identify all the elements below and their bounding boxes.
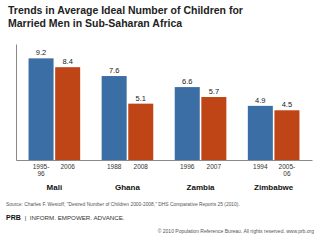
x-axis: Mali Ghana Zambia Zimbabwe bbox=[17, 160, 313, 192]
footer-left: PRB bbox=[6, 214, 21, 221]
plot: Mali Ghana Zambia Zimbabwe 9.2 1995-96 7.6 1988… bbox=[17, 45, 313, 192]
bar-label: 1994 bbox=[253, 163, 268, 170]
bar bbox=[29, 58, 54, 160]
bar-label: 2005-06 bbox=[279, 163, 296, 177]
bar-label: 1988 bbox=[107, 163, 122, 170]
data-label: 4.9 bbox=[255, 96, 265, 105]
bar bbox=[55, 67, 80, 160]
bar bbox=[175, 87, 200, 160]
title: Trends in Average Ideal Number of Childr… bbox=[8, 4, 243, 29]
data-label: 5.7 bbox=[209, 87, 219, 96]
bar bbox=[128, 104, 153, 160]
data-label: 6.6 bbox=[182, 77, 192, 86]
data-label: 4.5 bbox=[282, 100, 292, 109]
chart: Trends in Average Ideal Number of Childr… bbox=[0, 0, 320, 240]
bar-label: 1995-96 bbox=[33, 163, 50, 177]
data-label: 9.2 bbox=[36, 48, 46, 57]
bar-label: 1996 bbox=[180, 163, 195, 170]
x-tick-label: Zimbabwe bbox=[254, 183, 294, 192]
y-axis bbox=[16, 45, 17, 161]
footer-right: | INFORM. EMPOWER. ADVANCE. bbox=[25, 214, 125, 221]
bar-label: 2007 bbox=[207, 163, 222, 170]
y-axis-line bbox=[16, 45, 17, 161]
bars bbox=[29, 58, 300, 160]
data-label: 7.6 bbox=[109, 66, 119, 75]
bar bbox=[201, 97, 226, 160]
x-tick-label: Ghana bbox=[115, 183, 140, 192]
bar bbox=[274, 110, 299, 160]
x-axis-line bbox=[17, 160, 313, 161]
labels: 9.2 1995-96 7.6 1988 6.6 1996 4.9 1994 8.4 2006 5.… bbox=[33, 48, 295, 177]
bar bbox=[102, 76, 127, 160]
data-label: 5.1 bbox=[136, 94, 146, 103]
x-tick-label: Zambia bbox=[187, 183, 216, 192]
bar-label: 2006 bbox=[60, 163, 75, 170]
source: Source: Charles F. Westoff, "Desired Num… bbox=[6, 202, 240, 207]
bar bbox=[248, 106, 273, 160]
data-label: 8.4 bbox=[62, 57, 72, 66]
copyright: © 2010 Population Reference Bureau. All … bbox=[158, 228, 314, 234]
bar-label: 2008 bbox=[134, 163, 149, 170]
x-tick-label: Mali bbox=[47, 183, 63, 192]
